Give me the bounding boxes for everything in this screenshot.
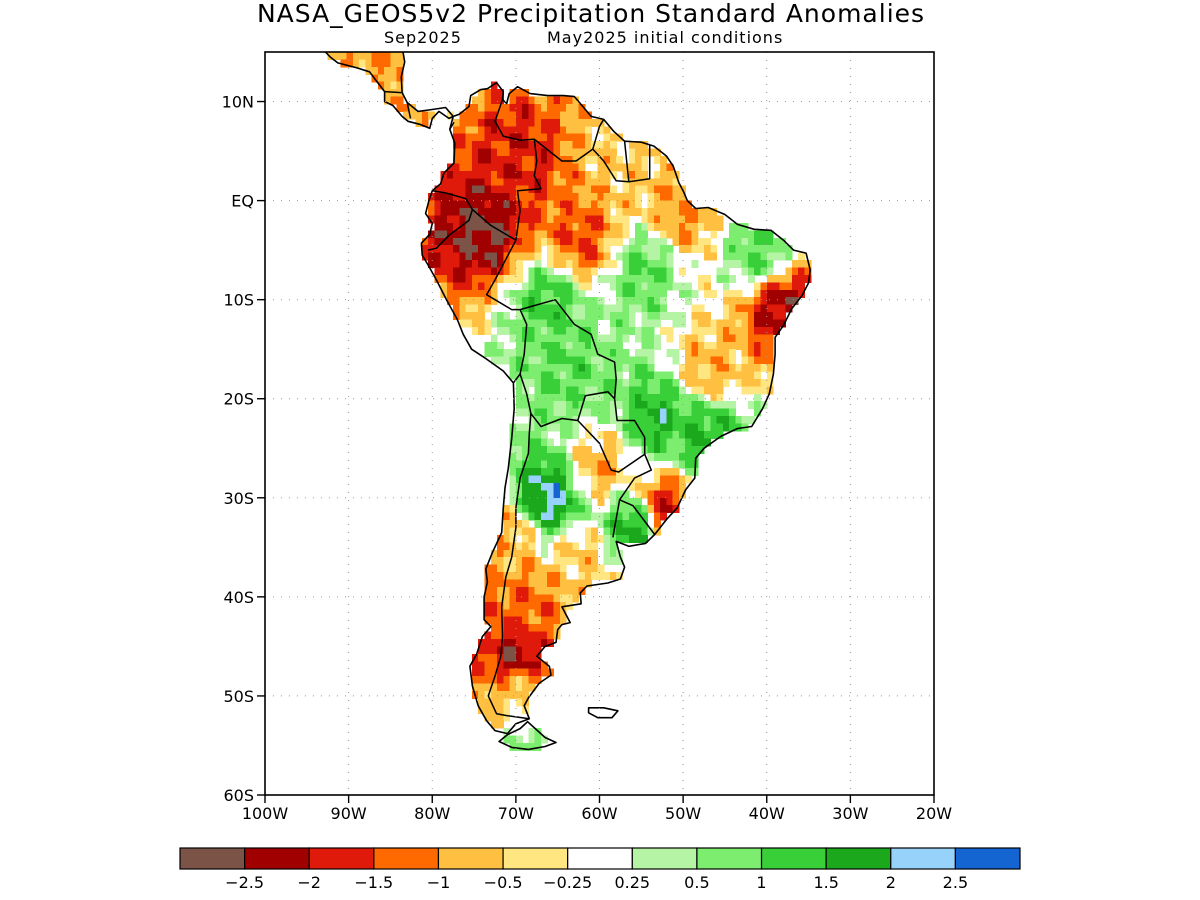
initial-conditions-label: May2025 initial conditions — [547, 28, 784, 47]
colorbar-label: 1 — [756, 873, 766, 892]
colorbar-swatch — [760, 847, 827, 870]
coastlines — [324, 52, 811, 751]
colorbar-label: −2.5 — [225, 873, 264, 892]
colorbar-swatch — [179, 847, 246, 870]
colorbar-label: 2 — [886, 873, 896, 892]
colorbar-label: −1.5 — [354, 873, 393, 892]
colorbar-swatch — [502, 847, 569, 870]
colorbar-label: −0.25 — [543, 873, 592, 892]
map-subtitle: Sep2025 May2025 initial conditions — [0, 28, 1200, 50]
x-tick-label: 90W — [331, 804, 367, 823]
colorbar-swatch — [696, 847, 763, 870]
y-tick-label: EQ — [231, 192, 254, 211]
colorbar-swatch — [890, 847, 956, 870]
central-america-coast — [324, 52, 454, 130]
colorbar-label: −0.5 — [484, 873, 523, 892]
colorbar-swatch — [308, 847, 375, 870]
valid-month-label: Sep2025 — [384, 28, 462, 47]
axis-ticks: 100W 90W 80W 70W 60W 50W 40W 30W 20W 10N EQ 10S 20S 3… — [222, 93, 953, 823]
x-tick-label: 20W — [916, 804, 952, 823]
colorbar-label: 2.5 — [943, 873, 968, 892]
colorbar-swatch — [373, 847, 440, 870]
y-tick-label: 30S — [223, 489, 254, 508]
x-tick-label: 60W — [581, 804, 617, 823]
country-border — [487, 413, 532, 720]
y-tick-label: 10N — [222, 93, 254, 112]
y-tick-label: 60S — [223, 786, 254, 805]
country-border — [628, 145, 651, 183]
country-border — [384, 90, 402, 94]
colorbar-swatch — [631, 847, 698, 870]
country-border — [449, 121, 455, 130]
y-tick-label: 40S — [223, 588, 254, 607]
x-tick-label: 40W — [749, 804, 785, 823]
colorbar-label: −1 — [427, 873, 451, 892]
tierra-del-fuego-coast — [498, 720, 557, 751]
country-border — [427, 189, 474, 251]
x-tick-label: 50W — [665, 804, 701, 823]
map-title: NASA_GEOS5v2 Precipitation Standard Anom… — [256, 0, 926, 28]
country-border — [592, 141, 630, 183]
x-tick-label: 70W — [498, 804, 534, 823]
colorbar-swatch — [437, 847, 504, 870]
colorbar-swatch — [825, 847, 892, 870]
x-tick-label: 80W — [414, 804, 450, 823]
colorbar-label: 1.5 — [813, 873, 838, 892]
country-border — [406, 102, 412, 119]
country-border — [471, 208, 528, 384]
colorbar-label: 0.25 — [614, 873, 650, 892]
colorbar-swatch — [244, 847, 310, 870]
country-border — [519, 373, 616, 428]
colorbar-swatch — [567, 847, 633, 870]
country-border — [533, 119, 605, 162]
country-border — [494, 99, 542, 241]
south-america-coast — [420, 81, 811, 735]
falkland-islands-coast — [587, 707, 619, 719]
colorbar: −2.5 −2 −1.5 −1 −0.5 −0.25 0.25 0.5 1 1.5 2 2.5 — [179, 847, 1021, 892]
country-border — [519, 298, 617, 399]
y-tick-label: 10S — [223, 291, 254, 310]
colorbar-label: 0.5 — [684, 873, 709, 892]
country-border — [612, 499, 621, 538]
x-tick-label: 30W — [832, 804, 868, 823]
anomaly-field — [327, 52, 812, 751]
y-tick-label: 50S — [223, 687, 254, 706]
colorbar-label: −2 — [297, 873, 321, 892]
x-tick-label: 100W — [242, 804, 289, 823]
y-tick-label: 20S — [223, 390, 254, 409]
colorbar-swatch — [954, 847, 1021, 870]
country-border — [618, 453, 656, 535]
